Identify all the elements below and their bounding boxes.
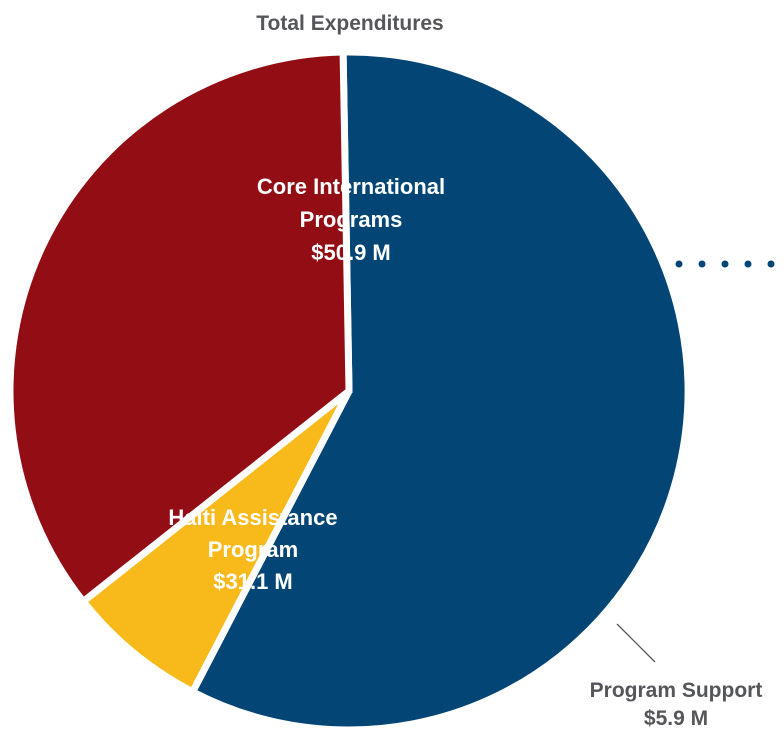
slice-label-line: Core International <box>257 174 445 199</box>
pie-slice-2 <box>78 388 353 697</box>
slice-label-line: $31.1 M <box>213 569 293 594</box>
pie-slice-1 <box>187 48 692 730</box>
slice-label-line: Programs <box>300 207 403 232</box>
slice-label-line: Program Support <box>590 679 763 702</box>
slice-labels: Core International Programs $50.9 M Program… <box>168 174 762 730</box>
slice-label-2: Program Support $5.9 M <box>590 679 763 730</box>
slice-label-line: Program <box>208 537 298 562</box>
chart-title: Total Expenditures <box>256 12 443 35</box>
decorations <box>616 260 775 663</box>
slice-label-line: $50.9 M <box>311 240 391 265</box>
connector-dot <box>721 260 729 268</box>
slice-label-line: $5.9 M <box>644 707 708 730</box>
slice-label-3: Haiti Assistance Program $31.1 M <box>168 505 337 594</box>
connector-dot <box>698 260 706 268</box>
pie-slices <box>6 48 692 730</box>
connector-dot <box>744 260 752 268</box>
leader-line <box>616 623 656 663</box>
connector-dot <box>767 260 775 268</box>
slice-label-line: Haiti Assistance <box>168 505 337 530</box>
pie-slice-3 <box>6 48 353 607</box>
connector-dot <box>675 260 683 268</box>
slice-label-1: Core International Programs $50.9 M <box>257 174 445 265</box>
